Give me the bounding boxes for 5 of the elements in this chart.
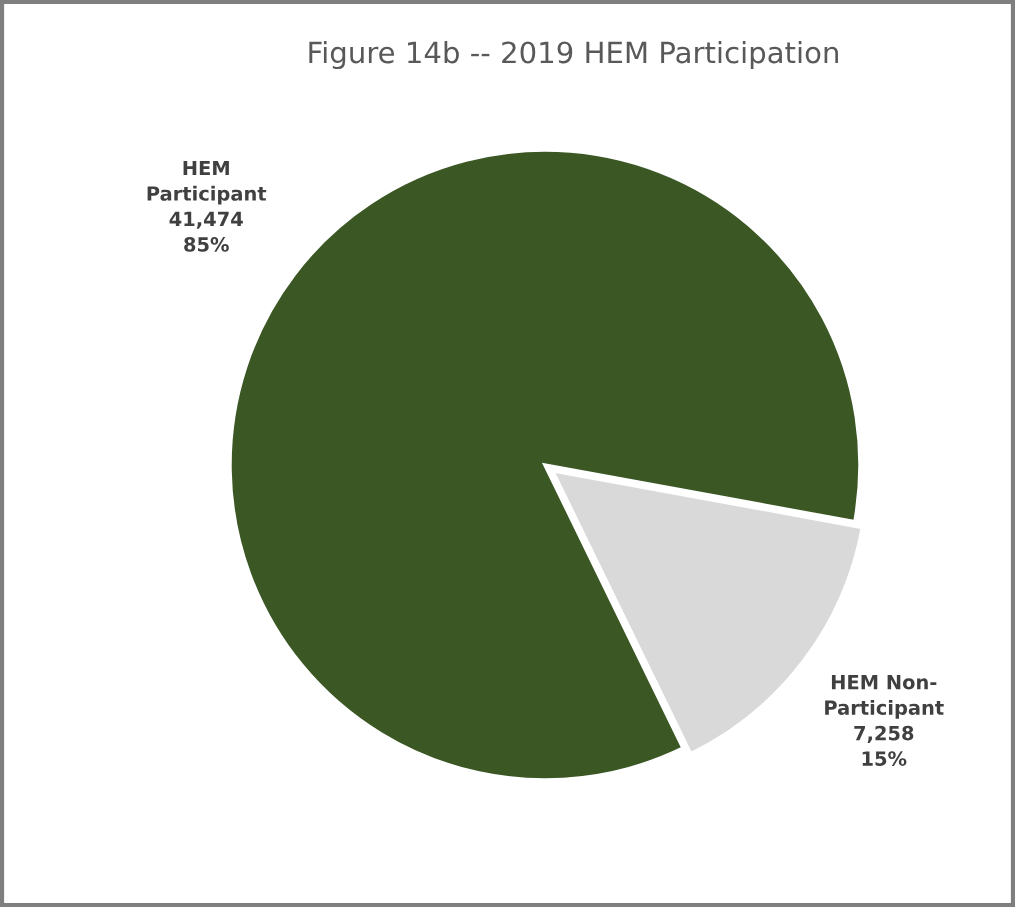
- data-label: 41,474 85%: [169, 211, 243, 252]
- slice-label: HEM Non- Participant: [825, 675, 944, 719]
- slice-label: HEM Participant: [147, 160, 267, 205]
- chart-title: Figure 14b -- 2019 HEM Participation: [309, 40, 838, 70]
- data-label: 7,258 15%: [854, 725, 914, 766]
